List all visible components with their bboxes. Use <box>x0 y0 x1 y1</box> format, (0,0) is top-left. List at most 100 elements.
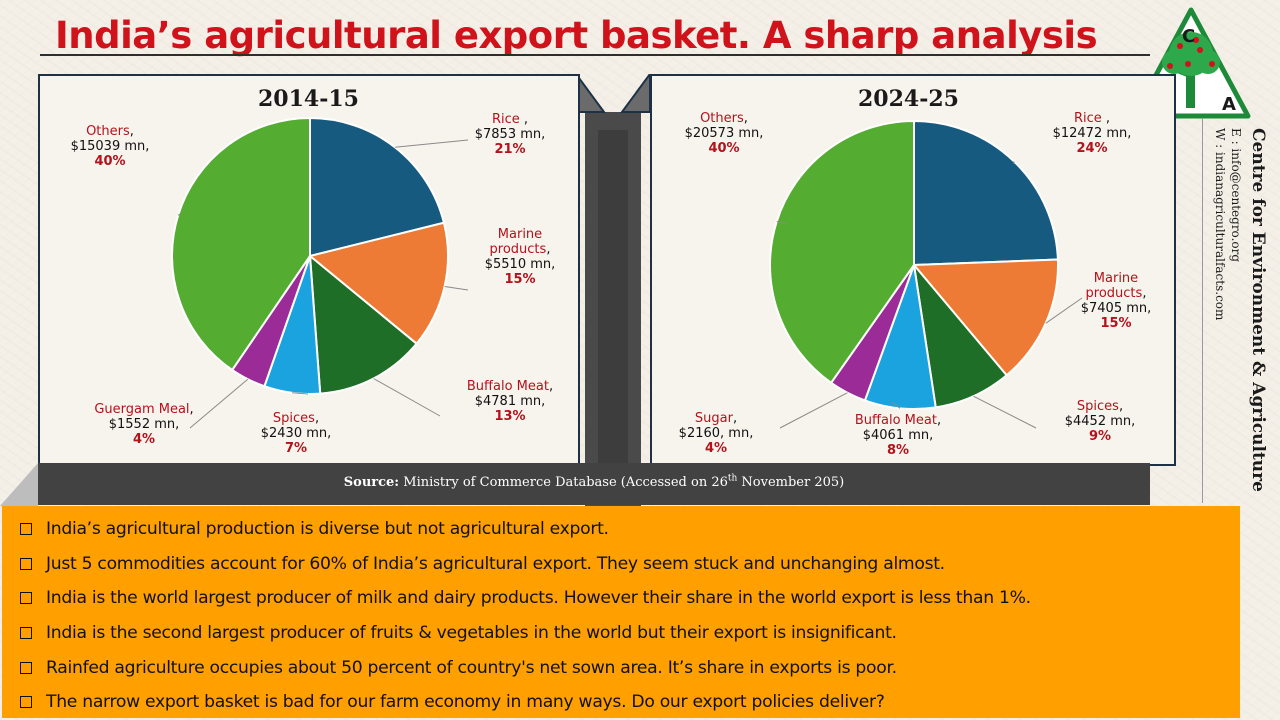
slice-label-name: products <box>1086 286 1143 301</box>
key-point-text: The narrow export basket is bad for our … <box>46 692 885 713</box>
slice-label-sep: , <box>549 379 553 394</box>
slice-label-name: Sugar <box>695 411 734 426</box>
org-email: E : info@centegro.org <box>1229 128 1243 263</box>
slice-label-value: $1552 mn, <box>109 417 180 432</box>
slice-label-percent: 40% <box>708 141 739 156</box>
slice-label-value: $2160, mn, <box>679 426 754 441</box>
checkbox-icon <box>20 592 32 605</box>
slice-label-sep: , <box>733 411 737 426</box>
slice-label: Spices, $2430 mn, 7% <box>261 411 332 456</box>
slice-label-value: $15039 mn, <box>71 139 150 154</box>
slice-label-name: Buffalo Meat <box>855 413 937 428</box>
slice-label-name: Guergam Meal <box>94 402 189 417</box>
org-web: W : indianagriculturalfacts.com <box>1213 128 1227 321</box>
source-text: Ministry of Commerce Database (Accessed … <box>403 475 728 490</box>
pie-slice-marine-products <box>307 221 449 346</box>
slice-label-percent: 15% <box>504 272 535 287</box>
checkbox-icon <box>20 523 32 536</box>
slice-label: Rice , $12472 mn, 24% <box>1053 111 1132 156</box>
slice-label-value: $7405 mn, <box>1081 301 1152 316</box>
slice-label: Buffalo Meat, $4061 mn, 8% <box>855 413 941 458</box>
slice-label-sep: , <box>744 111 748 126</box>
logo-letter-a: A <box>1222 94 1236 115</box>
leader-line <box>776 221 787 225</box>
leader-line <box>189 378 249 429</box>
slice-label-value: $4061 mn, <box>863 428 934 443</box>
slice-label: Marine products, $7405 mn, 15% <box>1081 271 1152 331</box>
key-point-text: India is the second largest producer of … <box>46 623 897 644</box>
slice-label-sep: , <box>937 413 941 428</box>
page-title: India’s agricultural export basket. A sh… <box>55 14 1098 57</box>
slice-label: Marine products, $5510 mn, 15% <box>485 227 556 287</box>
slice-label-sep: , <box>315 411 319 426</box>
slice-label-sep: , <box>130 124 134 139</box>
slice-label-value: $7853 mn, <box>475 127 546 142</box>
key-point: India is the world largest producer of m… <box>20 581 1240 616</box>
slice-label-value: $4452 mn, <box>1065 414 1136 429</box>
slice-label-name: Rice <box>492 112 520 127</box>
title-underline <box>40 54 1150 56</box>
leader-line <box>444 286 469 291</box>
logo-letter-c: C <box>1182 26 1195 47</box>
key-point: India is the second largest producer of … <box>20 616 1240 651</box>
slice-label-percent: 7% <box>285 441 307 456</box>
chart-panel-2014-15: 2014-15 Rice , $7853 mn, 21% Marine products… <box>38 74 580 466</box>
chart-title-2024-25: 2024-25 <box>858 86 959 112</box>
slice-label-percent: 24% <box>1076 141 1107 156</box>
connector-corner-left <box>576 74 606 113</box>
source-label: Source: <box>343 475 400 490</box>
key-point: Just 5 commodities account for 60% of In… <box>20 547 1240 582</box>
key-point-text: India’s agricultural production is diver… <box>46 519 609 540</box>
slice-label-sep: , <box>546 242 550 257</box>
slice-label: Guergam Meal, $1552 mn, 4% <box>94 402 193 447</box>
sidebar-divider <box>1202 118 1203 503</box>
pie-chart-2024-25: Rice , $12472 mn, 24%Marine products, $7405 … <box>679 111 1152 458</box>
checkbox-icon <box>20 627 32 640</box>
source-corner <box>0 463 38 506</box>
leader-line <box>394 139 469 148</box>
slice-label-name: Buffalo Meat <box>467 379 549 394</box>
slice-label-percent: 4% <box>133 432 155 447</box>
org-name: Centre for Environment & Agriculture <box>1248 128 1268 492</box>
key-point: India’s agricultural production is diver… <box>20 512 1240 547</box>
pie-slice-marine-products <box>911 258 1059 377</box>
leader-line <box>373 378 441 417</box>
pie-slice-rice <box>309 116 446 258</box>
slice-label-sep: , <box>1119 399 1123 414</box>
key-points-box: India’s agricultural production is diver… <box>2 506 1240 718</box>
slice-label: Rice , $7853 mn, 21% <box>475 112 546 157</box>
leader-line <box>291 392 309 395</box>
slice-label: Buffalo Meat, $4781 mn, 13% <box>467 379 553 424</box>
slice-label-percent: 15% <box>1100 316 1131 331</box>
chart-title-2014-15: 2014-15 <box>258 86 359 112</box>
key-point-text: Rainfed agriculture occupies about 50 pe… <box>46 657 897 678</box>
pie-slice-rice <box>913 119 1059 267</box>
connector-corner-right <box>620 74 650 113</box>
pie-chart-2014-15: Rice , $7853 mn, 21%Marine products, $5510 m… <box>71 112 556 456</box>
source-bar: Source: Ministry of Commerce Database (A… <box>38 463 1150 505</box>
slice-label-percent: 8% <box>887 443 909 458</box>
slice-label: Sugar, $2160, mn, 4% <box>679 411 754 456</box>
slice-label-value: $20573 mn, <box>685 126 764 141</box>
leader-line <box>891 401 901 409</box>
key-point-text: Just 5 commodities account for 60% of In… <box>46 553 945 574</box>
slice-label-name: Marine <box>1094 271 1138 286</box>
slice-label-name: Rice <box>1074 111 1102 126</box>
slice-label-sep: , <box>1102 111 1110 126</box>
chart-panel-2024-25: 2024-25 Rice , $12472 mn, 24% Marine product… <box>650 74 1176 466</box>
slice-label-name: Spices <box>1077 399 1119 414</box>
leader-line <box>1045 297 1083 324</box>
slice-label-value: $2430 mn, <box>261 426 332 441</box>
slice-label-value: $12472 mn, <box>1053 126 1132 141</box>
key-point: The narrow export basket is bad for our … <box>20 685 1240 720</box>
slice-label: Others, $15039 mn, 40% <box>71 124 150 169</box>
leader-line <box>177 213 181 216</box>
source-sup: th <box>727 473 738 484</box>
checkbox-icon <box>20 661 32 674</box>
slice-label: Spices, $4452 mn, 9% <box>1065 399 1136 444</box>
key-point: Rainfed agriculture occupies about 50 pe… <box>20 650 1240 685</box>
slice-label-name: Others <box>700 111 744 126</box>
slice-label-sep: , <box>520 112 528 127</box>
slice-label-percent: 21% <box>494 142 525 157</box>
panel-connector-inner <box>598 130 628 490</box>
